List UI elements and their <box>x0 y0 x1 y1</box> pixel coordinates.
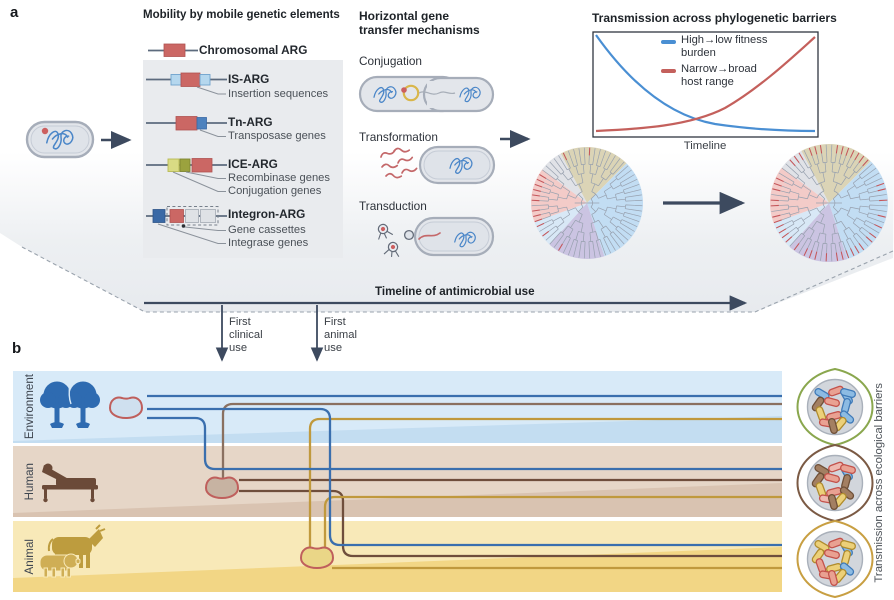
chart-x-label: Timeline <box>683 140 727 152</box>
is-arg-sublabel: Insertion sequences <box>228 88 329 100</box>
panel-b-label: b <box>12 340 22 357</box>
livestock-icon <box>39 524 106 578</box>
ice-arg-sublabel-1: Recombinase genes <box>228 172 330 184</box>
integron-arg-sublabel-2: Integrase genes <box>228 237 309 249</box>
hospital-bed-icon <box>42 463 98 503</box>
chromosomal-arg-label: Chromosomal ARG <box>199 43 308 57</box>
fitness-burden-curve <box>595 34 816 133</box>
first-animal-label: First animal use <box>324 316 357 355</box>
legend-swatch-fitness <box>661 40 676 44</box>
integron-arg-sublabel-1: Gene cassettes <box>228 224 306 236</box>
conjugation-illustration <box>358 75 495 113</box>
panel-b-bands <box>13 371 782 592</box>
ice-arg-sublabel-2: Conjugation genes <box>228 185 322 197</box>
transformation-illustration <box>379 145 496 185</box>
human-bacterium <box>205 476 239 499</box>
conjugation-label: Conjugation <box>359 54 422 68</box>
eco-barriers-label: Transmission across ecological barriers <box>873 383 885 583</box>
phylo-chart <box>592 31 819 138</box>
legend-host-range: Narrow→broad host range <box>681 63 757 89</box>
transduction-illustration <box>374 216 495 260</box>
plasmid-icon <box>402 84 420 102</box>
timeline-label: Timeline of antimicrobial use <box>375 285 535 298</box>
tn-arg-label: Tn-ARG <box>228 115 273 129</box>
environment-bacterium <box>109 396 143 419</box>
chromosomal-arg-box <box>163 43 186 57</box>
animal-bacterium <box>300 546 334 569</box>
band-label-human: Human <box>22 462 36 501</box>
band-label-animal: Animal <box>22 538 36 575</box>
phylo-title: Transmission across phylogenetic barrier… <box>592 11 837 25</box>
phylogenetic-tree-before <box>531 147 643 259</box>
legend-fitness-burden: High→low fitness burden <box>681 34 768 60</box>
hgt-title: Horizontal gene transfer mechanisms <box>359 9 480 38</box>
transmission-lines <box>147 394 782 570</box>
trees-icon <box>40 381 100 428</box>
first-clinical-label: First clinical use <box>229 316 263 355</box>
chromosomal-arg-dot <box>41 127 49 135</box>
timeline-arrows <box>144 295 748 362</box>
tn-arg-sublabel: Transposase genes <box>228 130 326 142</box>
panel-a-label: a <box>10 4 19 21</box>
transformation-label: Transformation <box>359 130 438 144</box>
mge-title: Mobility by mobile genetic elements <box>143 9 340 21</box>
docked-phage-icon <box>403 229 415 241</box>
band-label-environment: Environment <box>22 374 36 440</box>
is-arg-label: IS-ARG <box>228 72 270 86</box>
mge-diagrams <box>143 43 343 258</box>
ice-arg-label: ICE-ARG <box>228 157 278 171</box>
integron-arg-label: Integron-ARG <box>228 207 306 221</box>
phylogenetic-tree-after <box>769 143 888 262</box>
ecological-clusters <box>796 367 874 599</box>
host-range-curve <box>595 36 816 133</box>
legend-swatch-host-range <box>661 69 676 73</box>
source-bacterium <box>25 120 95 159</box>
transduction-label: Transduction <box>359 199 427 213</box>
